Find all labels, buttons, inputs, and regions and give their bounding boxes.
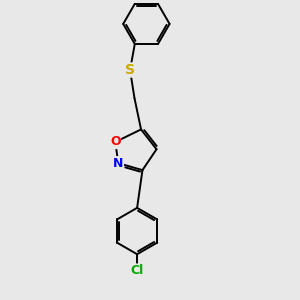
Text: Cl: Cl (130, 264, 144, 277)
Text: N: N (113, 157, 124, 170)
Text: S: S (125, 63, 135, 77)
Text: O: O (110, 136, 121, 148)
